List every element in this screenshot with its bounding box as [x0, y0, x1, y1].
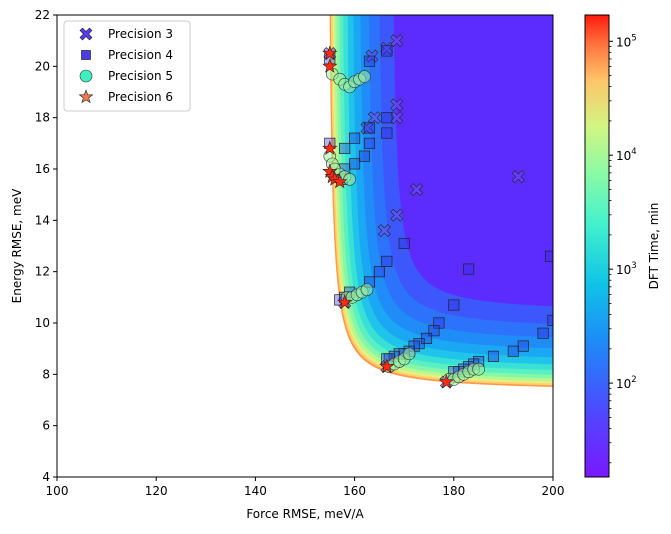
- data-point: [381, 45, 393, 57]
- legend-marker-precision-4: [81, 50, 91, 60]
- data-point: [367, 111, 381, 125]
- data-point: [349, 132, 361, 144]
- colorbar-tick-label: 102: [616, 375, 637, 391]
- y-tick-label: 14: [35, 213, 50, 227]
- data-point: [398, 237, 410, 249]
- data-point: [363, 137, 376, 149]
- scatter-series: [322, 34, 553, 389]
- data-point: [544, 250, 553, 262]
- y-axis-label: Energy RMSE, meV: [10, 188, 24, 303]
- data-point: [507, 345, 519, 357]
- colorbar-tick-label: 104: [616, 147, 637, 163]
- legend-marker-precision-6: [78, 89, 94, 104]
- series-precision-6: [322, 45, 454, 389]
- x-tick-label: 120: [145, 484, 168, 498]
- colorbar-tick-label: 103: [616, 261, 637, 277]
- y-tick-label: 22: [35, 8, 50, 22]
- data-point: [511, 170, 525, 184]
- data-point: [322, 45, 338, 61]
- y-tick-label: 12: [35, 265, 50, 279]
- x-axis: 100 120 140 160 180 200: [46, 477, 565, 498]
- contour-band: [393, 15, 553, 307]
- y-tick-label: 6: [42, 419, 50, 433]
- legend-label-precision-6: Precision 6: [108, 90, 173, 104]
- legend: Precision 3 Precision 4 Precision 5 Prec…: [63, 20, 191, 112]
- data-point: [381, 112, 393, 124]
- data-point: [349, 158, 361, 170]
- data-point: [337, 294, 353, 309]
- colorbar-label: DFT Time, min: [647, 203, 661, 290]
- y-tick-label: 16: [35, 162, 50, 176]
- dft-time-contour: [329, 15, 553, 387]
- data-point: [390, 111, 404, 125]
- legend-marker-precision-3: [79, 27, 93, 41]
- data-point: [322, 58, 338, 73]
- y-tick-label: 18: [35, 111, 50, 125]
- data-point: [381, 255, 393, 267]
- colorbar-tick-label: 105: [616, 33, 637, 49]
- x-tick-label: 140: [244, 484, 267, 498]
- legend-box: [63, 20, 191, 112]
- y-axis: 4 6 8 10 12 14 16 18 20 22: [35, 8, 57, 484]
- colorbar: 102 103 104 105 DFT Time, min: [584, 14, 661, 478]
- data-point: [322, 140, 338, 155]
- x-tick-label: 200: [542, 484, 565, 498]
- data-point: [339, 142, 351, 155]
- data-point: [463, 263, 475, 275]
- legend-label-precision-5: Precision 5: [108, 69, 173, 83]
- data-point: [438, 374, 454, 389]
- data-point: [448, 299, 460, 311]
- data-point: [487, 350, 500, 362]
- x-tick-label: 180: [442, 484, 465, 498]
- y-tick-label: 10: [35, 316, 50, 330]
- data-point: [537, 327, 549, 339]
- x-tick-label: 100: [46, 484, 69, 498]
- data-point: [390, 208, 404, 222]
- y-tick-label: 20: [35, 59, 50, 73]
- data-point: [363, 55, 376, 67]
- data-point: [358, 70, 371, 83]
- data-point: [428, 325, 440, 337]
- data-point: [410, 183, 424, 196]
- y-tick-label: 8: [42, 367, 50, 381]
- data-point: [381, 127, 393, 139]
- legend-marker-precision-5: [79, 69, 93, 83]
- data-point: [390, 34, 404, 48]
- data-point: [379, 358, 395, 374]
- data-point: [472, 362, 485, 376]
- data-point: [360, 283, 374, 296]
- x-axis-label: Force RMSE, meV/A: [246, 507, 364, 521]
- colorbar-gradient: [584, 14, 610, 478]
- data-point: [402, 347, 416, 361]
- data-point: [358, 150, 371, 162]
- y-tick-label: 4: [42, 470, 50, 484]
- data-point: [332, 173, 348, 189]
- x-tick-label: 160: [343, 484, 366, 498]
- legend-label-precision-3: Precision 3: [108, 27, 173, 41]
- plot-frame: [56, 14, 554, 478]
- data-point: [517, 340, 529, 352]
- data-point: [390, 98, 404, 112]
- data-point: [363, 122, 376, 134]
- legend-label-precision-4: Precision 4: [108, 48, 173, 62]
- data-point: [373, 266, 385, 278]
- data-point: [377, 224, 391, 238]
- plot-area: [56, 14, 554, 478]
